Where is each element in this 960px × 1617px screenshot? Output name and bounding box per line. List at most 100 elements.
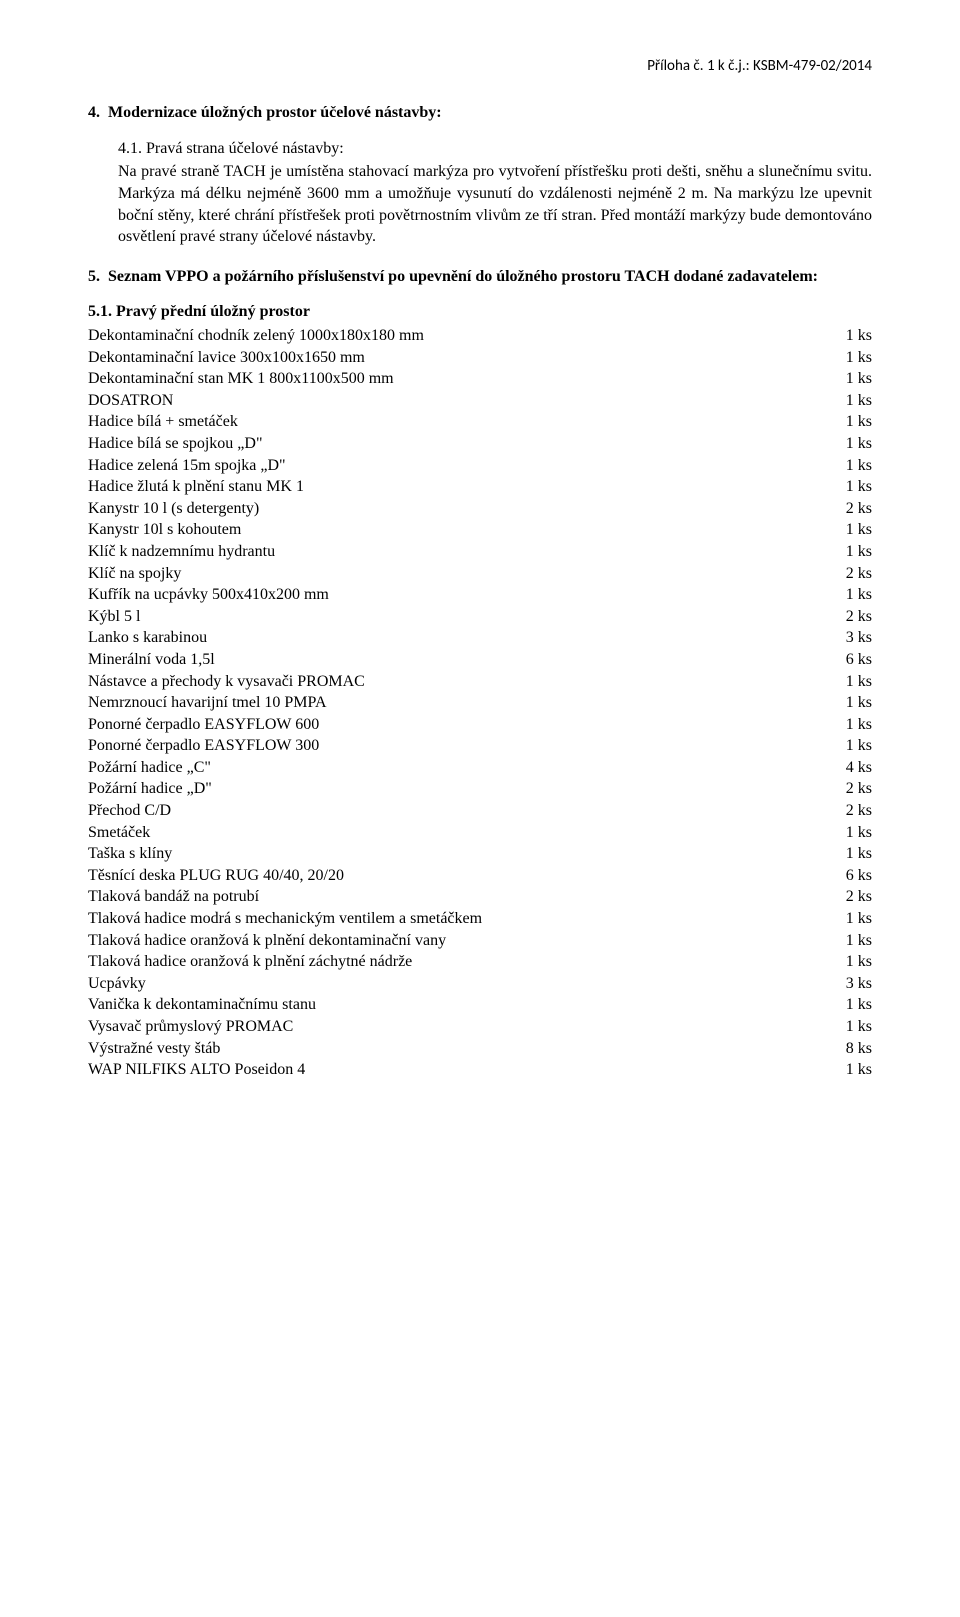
list-item-label: Minerální voda 1,5l [88,649,846,671]
list-item: Klíč k nadzemnímu hydrantu1 ks [88,541,872,563]
list-item: Dekontaminační chodník zelený 1000x180x1… [88,325,872,347]
list-item-qty: 1 ks [846,930,872,952]
section-4-1-number: 4.1. [118,140,142,157]
list-item-qty: 1 ks [846,692,872,714]
list-item: Těsnící deska PLUG RUG 40/40, 20/206 ks [88,865,872,887]
list-item-label: WAP NILFIKS ALTO Poseidon 4 [88,1059,846,1081]
list-item-label: DOSATRON [88,390,846,412]
section-5-heading: Seznam VPPO a požárního příslušenství po… [108,268,818,285]
list-item-label: Tlaková bandáž na potrubí [88,886,846,908]
list-item-label: Výstražné vesty štáb [88,1038,846,1060]
list-item: DOSATRON1 ks [88,390,872,412]
list-item-label: Tlaková hadice oranžová k plnění dekonta… [88,930,846,952]
list-item-qty: 6 ks [846,865,872,887]
list-item-qty: 2 ks [846,778,872,800]
list-item-qty: 1 ks [846,347,872,369]
list-item-label: Hadice žlutá k plnění stanu MK 1 [88,476,846,498]
list-item: Požární hadice „D"2 ks [88,778,872,800]
list-item-qty: 1 ks [846,584,872,606]
list-item: Hadice žlutá k plnění stanu MK 11 ks [88,476,872,498]
list-item-qty: 1 ks [846,325,872,347]
list-item: Ucpávky3 ks [88,973,872,995]
list-item: Kufřík na ucpávky 500x410x200 mm1 ks [88,584,872,606]
list-item: Ponorné čerpadlo EASYFLOW 6001 ks [88,714,872,736]
list-item: Vysavač průmyslový PROMAC1 ks [88,1016,872,1038]
list-item-label: Dekontaminační stan MK 1 800x1100x500 mm [88,368,846,390]
list-item: Hadice bílá + smetáček1 ks [88,411,872,433]
list-item: Kanystr 10l s kohoutem1 ks [88,519,872,541]
list-item-qty: 2 ks [846,498,872,520]
list-item: Dekontaminační lavice 300x100x1650 mm1 k… [88,347,872,369]
list-item-label: Smetáček [88,822,846,844]
section-4-number: 4. [88,104,100,121]
list-item-label: Tlaková hadice oranžová k plnění záchytn… [88,951,846,973]
list-item-label: Nástavce a přechody k vysavači PROMAC [88,671,846,693]
list-item: Ponorné čerpadlo EASYFLOW 3001 ks [88,735,872,757]
list-item-label: Ponorné čerpadlo EASYFLOW 600 [88,714,846,736]
list-item-qty: 1 ks [846,390,872,412]
list-item-label: Klíč k nadzemnímu hydrantu [88,541,846,563]
list-item: Kanystr 10 l (s detergenty)2 ks [88,498,872,520]
list-item-label: Dekontaminační lavice 300x100x1650 mm [88,347,846,369]
list-item-label: Hadice bílá + smetáček [88,411,846,433]
list-item-qty: 1 ks [846,368,872,390]
list-item-label: Požární hadice „C" [88,757,846,779]
list-item-label: Těsnící deska PLUG RUG 40/40, 20/20 [88,865,846,887]
list-item-label: Lanko s karabinou [88,627,846,649]
list-item: Minerální voda 1,5l6 ks [88,649,872,671]
list-item-label: Kanystr 10 l (s detergenty) [88,498,846,520]
list-item: Lanko s karabinou3 ks [88,627,872,649]
list-item-qty: 1 ks [846,433,872,455]
list-item-label: Přechod C/D [88,800,846,822]
list-item-label: Vanička k dekontaminačnímu stanu [88,994,846,1016]
list-item: Výstražné vesty štáb8 ks [88,1038,872,1060]
list-item: Tlaková hadice oranžová k plnění záchytn… [88,951,872,973]
section-5-1-number: 5.1. [88,303,112,320]
list-item: Dekontaminační stan MK 1 800x1100x500 mm… [88,368,872,390]
list-item-label: Taška s klíny [88,843,846,865]
section-4-body: 4.1. Pravá strana účelové nástavby: Na p… [88,138,872,248]
list-item-label: Dekontaminační chodník zelený 1000x180x1… [88,325,846,347]
list-item-qty: 1 ks [846,541,872,563]
list-item-qty: 1 ks [846,519,872,541]
list-item: Taška s klíny1 ks [88,843,872,865]
list-item: Vanička k dekontaminačnímu stanu1 ks [88,994,872,1016]
list-item: WAP NILFIKS ALTO Poseidon 41 ks [88,1059,872,1081]
section-4-1-heading: Pravá strana účelové nástavby: [146,140,344,157]
list-item: Nemrznoucí havarijní tmel 10 PMPA1 ks [88,692,872,714]
list-item-qty: 1 ks [846,714,872,736]
list-item-label: Kanystr 10l s kohoutem [88,519,846,541]
list-item-qty: 1 ks [846,951,872,973]
list-item-qty: 1 ks [846,908,872,930]
list-item-qty: 1 ks [846,411,872,433]
list-item: Požární hadice „C"4 ks [88,757,872,779]
section-5-1-subtitle: 5.1. Pravý přední úložný prostor [88,301,872,323]
list-item-label: Tlaková hadice modrá s mechanickým venti… [88,908,846,930]
list-item-qty: 1 ks [846,476,872,498]
list-item-label: Hadice bílá se spojkou „D" [88,433,846,455]
list-item-qty: 2 ks [846,886,872,908]
list-item: Přechod C/D2 ks [88,800,872,822]
list-item-qty: 1 ks [846,455,872,477]
list-item-label: Vysavač průmyslový PROMAC [88,1016,846,1038]
list-item: Tlaková bandáž na potrubí2 ks [88,886,872,908]
list-item: Tlaková hadice modrá s mechanickým venti… [88,908,872,930]
list-item-qty: 8 ks [846,1038,872,1060]
section-5-1-heading: Pravý přední úložný prostor [116,303,310,320]
list-item-label: Požární hadice „D" [88,778,846,800]
list-item-qty: 2 ks [846,800,872,822]
list-item: Hadice zelená 15m spojka „D"1 ks [88,455,872,477]
list-item-label: Hadice zelená 15m spojka „D" [88,455,846,477]
list-item-qty: 2 ks [846,606,872,628]
section-4-title: 4. Modernizace úložných prostor účelové … [88,102,872,124]
equipment-list: Dekontaminační chodník zelený 1000x180x1… [88,325,872,1081]
section-4-1-subtitle: 4.1. Pravá strana účelové nástavby: [118,138,872,160]
section-4-1-paragraph: Na pravé straně TACH je umístěna stahova… [118,161,872,247]
list-item-qty: 1 ks [846,671,872,693]
list-item-qty: 6 ks [846,649,872,671]
list-item: Hadice bílá se spojkou „D"1 ks [88,433,872,455]
list-item: Nástavce a přechody k vysavači PROMAC1 k… [88,671,872,693]
list-item: Smetáček1 ks [88,822,872,844]
list-item-label: Klíč na spojky [88,563,846,585]
list-item-qty: 1 ks [846,1016,872,1038]
